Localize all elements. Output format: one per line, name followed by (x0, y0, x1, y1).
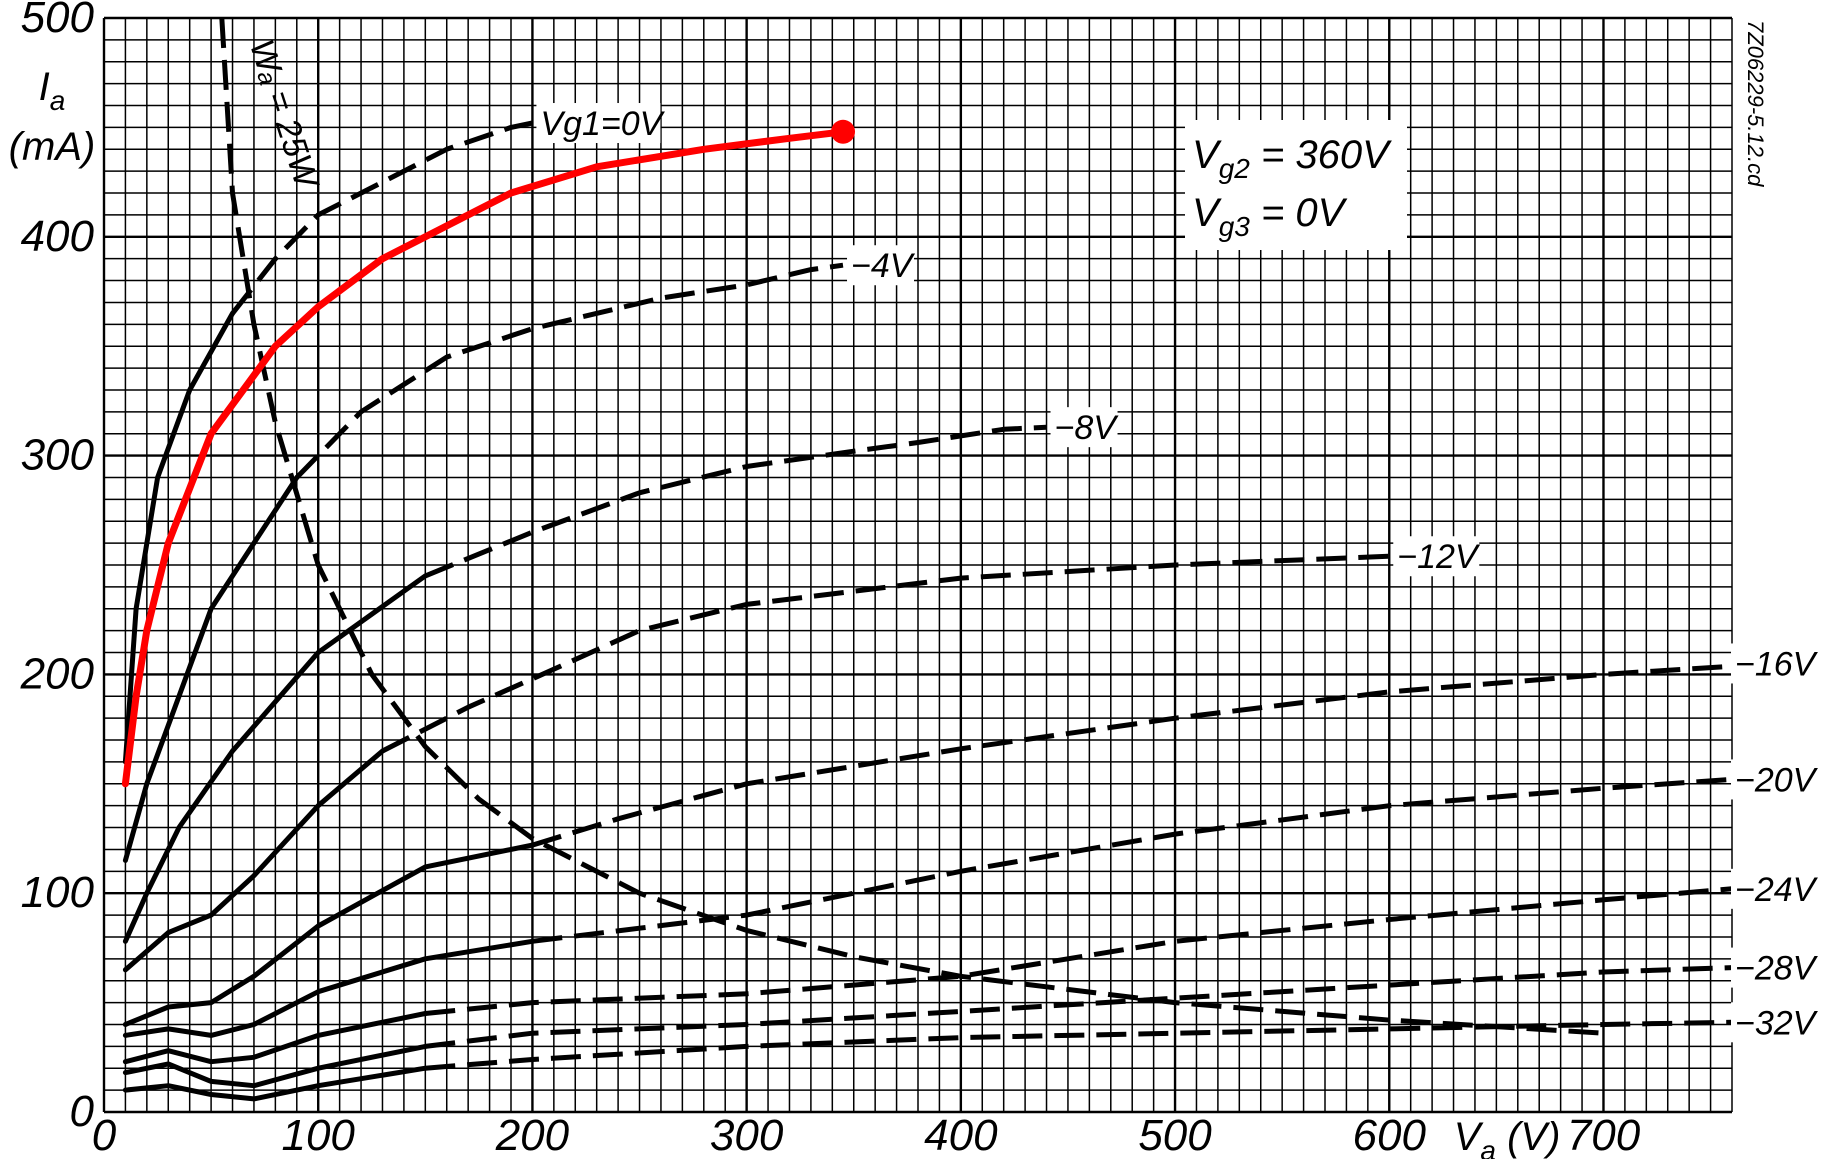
y-tick-label: 400 (21, 212, 95, 261)
y-tick-label: 300 (21, 431, 95, 480)
curve-label-bg (1731, 643, 1817, 684)
curve-solid (122, 938, 535, 1038)
curve-label: −24V (1735, 871, 1819, 909)
curve-solid (122, 1011, 428, 1065)
note-line: Vg2 = 360V (1192, 133, 1392, 184)
labels: 500 400 300 200 100 00 100 200 300 400 500 600 700 Ia… (9, 0, 1819, 1159)
curve-label: −20V (1735, 761, 1819, 799)
curve-label: −12V (1397, 538, 1481, 576)
curve-label-bg (1731, 759, 1817, 800)
curve-label-bg (1731, 868, 1817, 909)
curve-label-bg (847, 245, 915, 286)
curve-solid (122, 842, 535, 1027)
curve-dashed (424, 424, 1047, 579)
curve-dashed (295, 262, 844, 480)
y-tick-label: 100 (21, 868, 95, 917)
highlight-endpoint (831, 119, 856, 144)
x-tick-label: 300 (710, 1111, 784, 1159)
curve-label-bg (536, 103, 661, 144)
curve-dashed (425, 886, 1733, 1016)
x-tick-label: 100 (281, 1111, 355, 1159)
curve-label: −32V (1735, 1004, 1819, 1042)
curve-dashed (531, 661, 1775, 848)
curve-dashed (532, 776, 1733, 944)
curve-label: −16V (1735, 645, 1819, 683)
y-tick-label: 500 (21, 0, 95, 42)
curve-label: −28V (1735, 950, 1819, 988)
drawing-code: 7Z06229-5.12.cd (1743, 20, 1768, 187)
y-axis-unit: (mA) (9, 125, 96, 169)
curve-dashed (424, 965, 1733, 1049)
curve-label-bg (1731, 947, 1817, 988)
curve-dashed (425, 1019, 1733, 1071)
x-tick-label: 700 (1567, 1111, 1641, 1159)
x-tick-label: 0 (92, 1111, 117, 1159)
curve-solid (122, 573, 428, 944)
curve-dashed (381, 553, 1390, 754)
curve-label-bg (1731, 1002, 1817, 1043)
curve-solid (122, 310, 235, 765)
grid (102, 16, 1733, 1114)
y-tick-label: 0 (70, 1087, 95, 1136)
curve-solid (122, 475, 300, 863)
curve-label: −4V (851, 247, 916, 285)
curve-dashed (230, 120, 533, 315)
curve-solid (122, 748, 385, 973)
x-tick-label: 600 (1353, 1111, 1427, 1159)
curve-label-bg (1393, 536, 1480, 577)
x-tick-label: 500 (1138, 1111, 1212, 1159)
y-axis-label: Ia (39, 65, 66, 116)
notes-box (1185, 120, 1407, 250)
y-tick-label: 200 (20, 649, 95, 698)
note-line: Vg3 = 0V (1192, 191, 1348, 242)
curves (121, 17, 1775, 1102)
curve-label: −8V (1055, 409, 1120, 447)
curve-solid (122, 1043, 428, 1089)
x-axis-label: Va (V) (1454, 1115, 1561, 1159)
highlight-curve (121, 128, 847, 788)
curve-label: Vg1=0V (540, 105, 665, 143)
curve-solid (122, 1065, 428, 1102)
curve-dashed (219, 17, 1604, 1036)
curve-label-bg (1050, 407, 1118, 448)
x-tick-label: 400 (924, 1111, 998, 1159)
x-tick-label: 200 (495, 1111, 570, 1159)
